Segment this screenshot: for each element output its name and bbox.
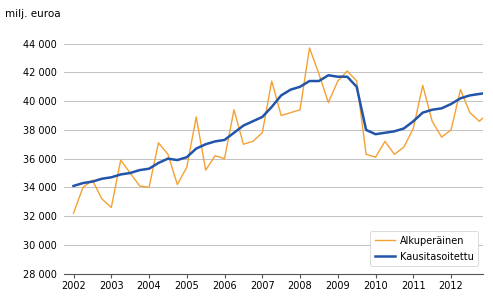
Kausitasoitettu [429, 108, 435, 112]
Kausitasoitettu [193, 147, 199, 150]
Alkuperäinen [108, 206, 114, 209]
Kausitasoitettu [146, 167, 152, 171]
Alkuperäinen [448, 128, 454, 132]
Alkuperäinen [373, 155, 379, 159]
Kausitasoitettu [155, 161, 161, 165]
Kausitasoitettu [127, 171, 133, 175]
Kausitasoitettu [420, 111, 425, 115]
Alkuperäinen [363, 153, 369, 156]
Alkuperäinen [259, 131, 265, 135]
Alkuperäinen [467, 111, 473, 115]
Alkuperäinen [127, 171, 133, 175]
Alkuperäinen [175, 183, 180, 186]
Line: Alkuperäinen: Alkuperäinen [73, 48, 493, 213]
Text: milj. euroa: milj. euroa [5, 9, 61, 19]
Line: Kausitasoitettu: Kausitasoitettu [73, 75, 493, 186]
Kausitasoitettu [335, 75, 341, 78]
Kausitasoitettu [278, 94, 284, 97]
Kausitasoitettu [297, 85, 303, 88]
Kausitasoitettu [231, 131, 237, 135]
Alkuperäinen [476, 119, 482, 123]
Alkuperäinen [89, 178, 95, 182]
Kausitasoitettu [344, 75, 350, 78]
Kausitasoitettu [221, 138, 227, 142]
Kausitasoitettu [269, 105, 275, 109]
Alkuperäinen [353, 79, 359, 83]
Alkuperäinen [410, 127, 416, 130]
Alkuperäinen [184, 165, 190, 169]
Kausitasoitettu [203, 143, 209, 146]
Kausitasoitettu [175, 158, 180, 162]
Kausitasoitettu [70, 184, 76, 188]
Kausitasoitettu [486, 91, 492, 94]
Kausitasoitettu [241, 124, 246, 127]
Alkuperäinen [241, 143, 246, 146]
Kausitasoitettu [316, 79, 322, 83]
Alkuperäinen [486, 111, 492, 115]
Kausitasoitettu [212, 140, 218, 143]
Alkuperäinen [458, 88, 463, 92]
Kausitasoitettu [363, 128, 369, 132]
Alkuperäinen [118, 158, 124, 162]
Kausitasoitettu [184, 155, 190, 159]
Kausitasoitettu [476, 92, 482, 96]
Alkuperäinen [137, 184, 142, 188]
Kausitasoitettu [118, 173, 124, 176]
Kausitasoitettu [99, 177, 105, 181]
Alkuperäinen [420, 84, 425, 87]
Alkuperäinen [146, 185, 152, 189]
Alkuperäinen [99, 197, 105, 201]
Alkuperäinen [335, 79, 341, 83]
Kausitasoitettu [287, 88, 293, 92]
Alkuperäinen [165, 153, 171, 156]
Alkuperäinen [221, 157, 227, 161]
Alkuperäinen [344, 69, 350, 73]
Kausitasoitettu [382, 131, 388, 135]
Kausitasoitettu [391, 130, 397, 133]
Alkuperäinen [231, 108, 237, 112]
Alkuperäinen [429, 119, 435, 123]
Kausitasoitettu [373, 132, 379, 136]
Kausitasoitettu [137, 168, 142, 172]
Alkuperäinen [212, 154, 218, 157]
Kausitasoitettu [439, 106, 445, 110]
Kausitasoitettu [108, 175, 114, 179]
Kausitasoitettu [259, 115, 265, 119]
Kausitasoitettu [307, 79, 313, 83]
Alkuperäinen [297, 108, 303, 112]
Alkuperäinen [391, 153, 397, 156]
Alkuperäinen [155, 141, 161, 145]
Kausitasoitettu [458, 96, 463, 100]
Alkuperäinen [307, 46, 313, 50]
Kausitasoitettu [410, 119, 416, 123]
Alkuperäinen [278, 114, 284, 117]
Alkuperäinen [439, 135, 445, 139]
Kausitasoitettu [353, 85, 359, 88]
Alkuperäinen [203, 168, 209, 172]
Legend: Alkuperäinen, Kausitasoitettu: Alkuperäinen, Kausitasoitettu [370, 231, 478, 266]
Kausitasoitettu [165, 157, 171, 161]
Kausitasoitettu [80, 181, 86, 185]
Alkuperäinen [325, 101, 331, 104]
Alkuperäinen [269, 79, 275, 83]
Alkuperäinen [70, 211, 76, 215]
Alkuperäinen [80, 185, 86, 189]
Kausitasoitettu [89, 180, 95, 183]
Kausitasoitettu [325, 74, 331, 77]
Alkuperäinen [193, 115, 199, 119]
Alkuperäinen [250, 140, 256, 143]
Alkuperäinen [287, 111, 293, 115]
Alkuperäinen [316, 72, 322, 76]
Kausitasoitettu [401, 127, 407, 130]
Kausitasoitettu [250, 119, 256, 123]
Alkuperäinen [401, 145, 407, 149]
Kausitasoitettu [448, 102, 454, 106]
Kausitasoitettu [467, 94, 473, 97]
Alkuperäinen [382, 140, 388, 143]
